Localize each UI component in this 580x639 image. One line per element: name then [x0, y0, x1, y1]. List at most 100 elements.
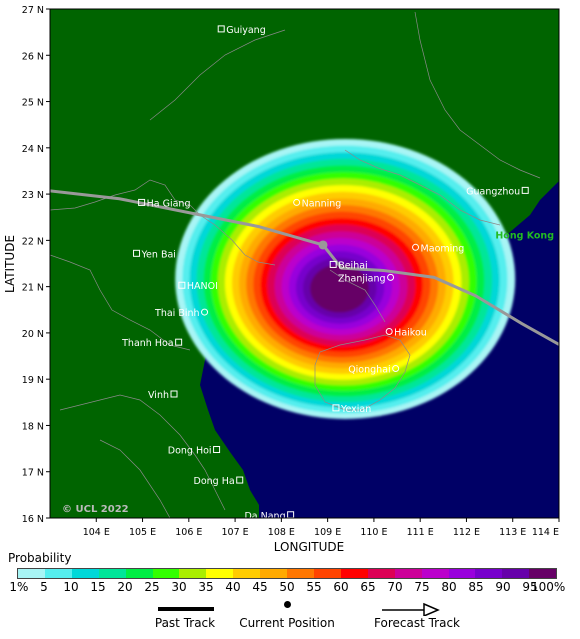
- city-marker: [175, 338, 183, 346]
- city-hong-kong: Hong Kong: [495, 230, 554, 241]
- lon-tick-label: 112 E: [453, 527, 480, 538]
- city-name: Hong Kong: [495, 230, 554, 241]
- city-marker: [170, 390, 178, 398]
- city-marker: [133, 249, 141, 257]
- city-marker: [236, 476, 244, 484]
- city-name: Dong Ha: [194, 476, 235, 487]
- lon-tick-label: 104 E: [83, 527, 110, 538]
- colorbar-band: [287, 569, 314, 578]
- probability-swath: [175, 138, 516, 419]
- lat-tick-label: 25 N: [22, 98, 44, 109]
- city-guiyang: Guiyang: [217, 25, 266, 36]
- city-name: Thanh Hoa: [121, 338, 174, 349]
- colorbar-tick-label: 1%: [9, 580, 29, 594]
- colorbar-tick-label: 95: [522, 580, 538, 594]
- city-name: Nanning: [302, 198, 342, 209]
- city-marker: [201, 308, 209, 316]
- city-marker: [213, 446, 221, 454]
- colorbar-tick-label: 80: [441, 580, 457, 594]
- current-position-key-label: Current Position: [239, 616, 335, 630]
- past-track-line: [50, 189, 324, 247]
- lat-tick-label: 22 N: [22, 236, 44, 247]
- lat-tick-label: 18 N: [22, 421, 44, 432]
- colorbar-band: [18, 569, 45, 578]
- city-marker: [178, 281, 186, 289]
- city-yen-bai: Yen Bai: [133, 249, 176, 260]
- lon-tick-label: 114 E: [532, 527, 559, 538]
- colorbar-tick-label: 20: [117, 580, 133, 594]
- city-name: Guangzhou: [466, 186, 520, 197]
- colorbar-tick-label: 65: [360, 580, 376, 594]
- past-track-key: Past Track: [140, 600, 230, 630]
- colorbar-band: [179, 569, 207, 578]
- colorbar-band: [313, 569, 341, 578]
- colorbar-ticks: 1% 5 10 15 20 25 30 35 40 45 50 55 60 65 70 75 80 85 90 95 1…: [0, 580, 580, 596]
- city-guangzhou: Guangzhou: [466, 186, 529, 197]
- probability-legend: Probability 1% 5 10 15 20 25 30 35 40 45 50 55 60 65 7…: [0, 548, 580, 639]
- city-name: HANOI: [187, 281, 218, 292]
- colorbar-band: [367, 569, 395, 578]
- city-nanning: Nanning: [293, 198, 342, 209]
- city-ha-giang: Ha Giang: [138, 198, 190, 209]
- longitude-axis-label: LONGITUDE: [274, 540, 344, 554]
- colorbar-tick-label: 5: [40, 580, 48, 594]
- forecast-track-key-label: Forecast Track: [374, 616, 460, 630]
- current-position-key: Current Position: [232, 600, 342, 630]
- city-name: Yexian: [340, 404, 371, 415]
- lat-tick-label: 20 N: [22, 329, 44, 340]
- longitude-ticks: 104 E 105 E 106 E 107 E 108 E 109 E 110 E 111 E…: [83, 518, 560, 538]
- lon-tick-label: 105 E: [129, 527, 156, 538]
- lat-tick-label: 17 N: [22, 468, 44, 479]
- colorbar-band: [394, 569, 422, 578]
- colorbar-tick-label: 100%: [530, 580, 566, 594]
- city-marker: [138, 198, 146, 206]
- city-name: Beihai: [338, 260, 367, 271]
- current-position-marker: [318, 240, 328, 250]
- colorbar-tick-label: 40: [225, 580, 241, 594]
- colorbar-tick-label: 75: [414, 580, 430, 594]
- city-beihai: Beihai: [329, 260, 368, 271]
- city-marker: [412, 243, 420, 251]
- past-track-symbol: [158, 607, 214, 611]
- city-thanh-hoa: Thanh Hoa: [121, 338, 183, 349]
- colorbar-tick-label: 60: [333, 580, 349, 594]
- current-position-symbol: [284, 601, 291, 608]
- lat-tick-label: 19 N: [22, 375, 44, 386]
- latitude-ticks: 16 N 17 N 18 N 19 N 20 N 21 N 22 N 23 N 24 N 25 N…: [22, 5, 50, 525]
- colorbar-band: [44, 569, 72, 578]
- city-name: Dong Hoi: [168, 446, 212, 457]
- lon-tick-label: 107 E: [222, 527, 249, 538]
- lat-tick-label: 16 N: [22, 514, 44, 525]
- city-qionghai: Qionghai: [348, 365, 400, 376]
- city-zhanjiang: Zhanjiang: [338, 273, 395, 284]
- lat-tick-label: 23 N: [22, 190, 44, 201]
- lon-tick-label: 111 E: [407, 527, 434, 538]
- colorbar-band: [475, 569, 503, 578]
- lat-tick-label: 27 N: [22, 5, 44, 16]
- colorbar-tick-label: 90: [495, 580, 511, 594]
- city-name: Maoming: [421, 243, 465, 254]
- city-name: Qionghai: [348, 365, 390, 376]
- probability-band: [310, 264, 369, 313]
- city-haikou: Haikou: [385, 328, 427, 339]
- city-name: Guiyang: [226, 25, 266, 36]
- colorbar-tick-label: 35: [198, 580, 214, 594]
- city-hanoi: HANOI: [178, 281, 218, 292]
- lat-tick-label: 24 N: [22, 144, 44, 155]
- past-track-key-label: Past Track: [154, 616, 216, 630]
- colorbar-band: [233, 569, 261, 578]
- colorbar-tick-label: 45: [252, 580, 268, 594]
- city-yexian: Yexian: [332, 404, 371, 415]
- city-marker: [293, 198, 301, 206]
- city-marker: [392, 365, 400, 373]
- city-marker: [329, 260, 337, 268]
- lat-tick-label: 21 N: [22, 283, 44, 294]
- forecast-arrow-symbol: [382, 602, 440, 616]
- colorbar-band: [340, 569, 368, 578]
- plot-frame: [49, 8, 560, 519]
- city-name: Vinh: [148, 390, 169, 401]
- colorbar-band: [448, 569, 476, 578]
- colorbar-band: [206, 569, 234, 578]
- colorbar-tick-label: 15: [90, 580, 106, 594]
- colorbar-band: [71, 569, 99, 578]
